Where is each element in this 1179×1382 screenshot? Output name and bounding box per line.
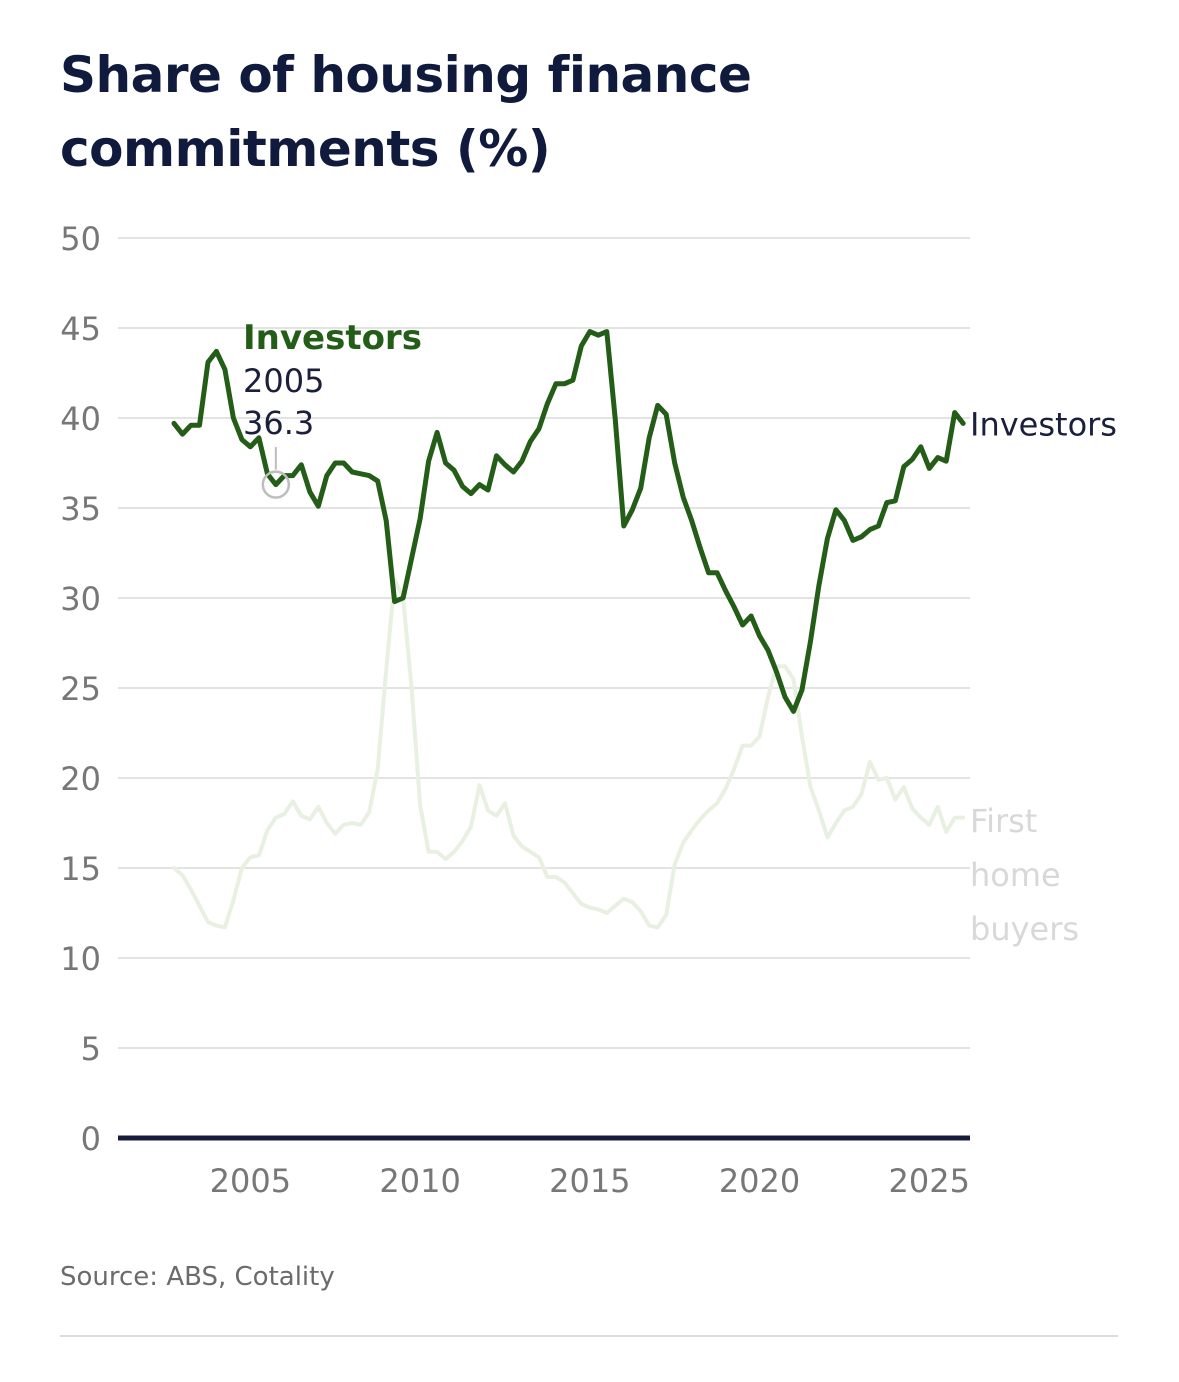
y-tick-label: 0 — [81, 1120, 101, 1158]
series-label-line: First — [970, 802, 1037, 840]
x-axis-ticks: 2005 2010 2015 2020 2025 — [210, 1162, 970, 1200]
y-tick-label: 35 — [60, 490, 101, 528]
x-tick-label: 2020 — [719, 1162, 800, 1200]
series-label-line: home — [970, 856, 1061, 894]
annotation-marker — [261, 470, 291, 499]
y-tick-label: 10 — [60, 940, 101, 978]
annotation-x-value: 2005 — [243, 362, 324, 400]
investors-end-label: Investors — [970, 405, 1117, 443]
y-tick-label: 30 — [60, 580, 101, 618]
y-tick-label: 40 — [60, 400, 101, 438]
annotation-series-label: Investors — [243, 318, 422, 358]
series-lines — [171, 329, 966, 930]
y-tick-label: 15 — [60, 850, 101, 888]
x-tick-label: 2015 — [549, 1162, 630, 1200]
y-axis-ticks: 0 5 10 15 20 25 30 35 40 45 50 — [60, 220, 101, 1158]
y-tick-label: 45 — [60, 310, 101, 348]
footer-divider — [60, 1335, 1118, 1337]
annotation-y-value: 36.3 — [243, 404, 314, 442]
first-home-buyers-line — [172, 578, 966, 930]
chart-title: Share of housing finance commitments (%) — [60, 46, 752, 178]
first-home-buyers-end-label: First home buyers — [970, 802, 1079, 948]
series-label-line: buyers — [970, 910, 1079, 948]
grid-lines — [118, 237, 970, 1049]
y-tick-label: 25 — [60, 670, 101, 708]
series-label-line: Investors — [970, 405, 1117, 443]
y-tick-label: 50 — [60, 220, 101, 258]
y-tick-label: 5 — [81, 1030, 101, 1068]
investors-line — [171, 329, 966, 714]
x-tick-label: 2025 — [889, 1162, 970, 1200]
source-note: Source: ABS, Cotality — [60, 1262, 335, 1292]
x-tick-label: 2010 — [379, 1162, 460, 1200]
series-end-labels: First home buyers Investors — [970, 405, 1117, 948]
annotation: Investors 2005 36.3 — [243, 318, 422, 499]
y-tick-label: 20 — [60, 760, 101, 798]
x-tick-label: 2005 — [210, 1162, 291, 1200]
